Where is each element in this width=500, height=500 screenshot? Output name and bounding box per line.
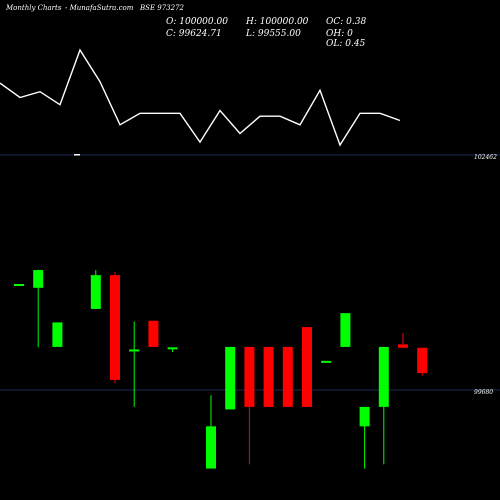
separator-marker [74,154,80,156]
candle-body [302,327,312,407]
ohlc-oc: OC: 0.38 [326,17,366,27]
candle-body [359,406,370,427]
candle-body [263,346,274,407]
candle-body [167,347,178,350]
candle-body [321,360,332,363]
ohlc-open: O: 100000.00 [166,17,228,27]
candle-body [282,346,293,407]
chart-period-label: Monthly Charts [5,4,62,12]
ohlc-high: H: 100000.00 [245,17,309,27]
candle-body [340,313,351,347]
symbol-label: BSE 973272 [139,4,185,12]
ohlc-oh: OH: 0 [326,29,353,39]
candle-body [244,346,255,407]
candle-body [417,347,428,374]
candle-body [378,346,389,407]
ohlc-close: C: 99624.71 [166,29,222,39]
candle-body [129,349,140,352]
candle-body [14,283,24,286]
candles-group [14,269,428,469]
candle-body [33,270,44,288]
ohlc-ol: OL: 0.45 [326,39,366,49]
candle-body [148,320,159,347]
candle-body [110,275,120,380]
candle-body [52,322,63,347]
price-label-mid: 99680 [474,389,493,396]
candle-body [398,344,408,348]
site-label: - MunafaSutra.com [65,4,134,12]
candle-body [206,426,216,469]
overlay-line [0,48,401,147]
candle-body [225,346,236,410]
candle-body [90,275,101,309]
ohlc-low: L: 99555.00 [245,29,301,39]
price-label-top: 102462 [474,154,497,161]
